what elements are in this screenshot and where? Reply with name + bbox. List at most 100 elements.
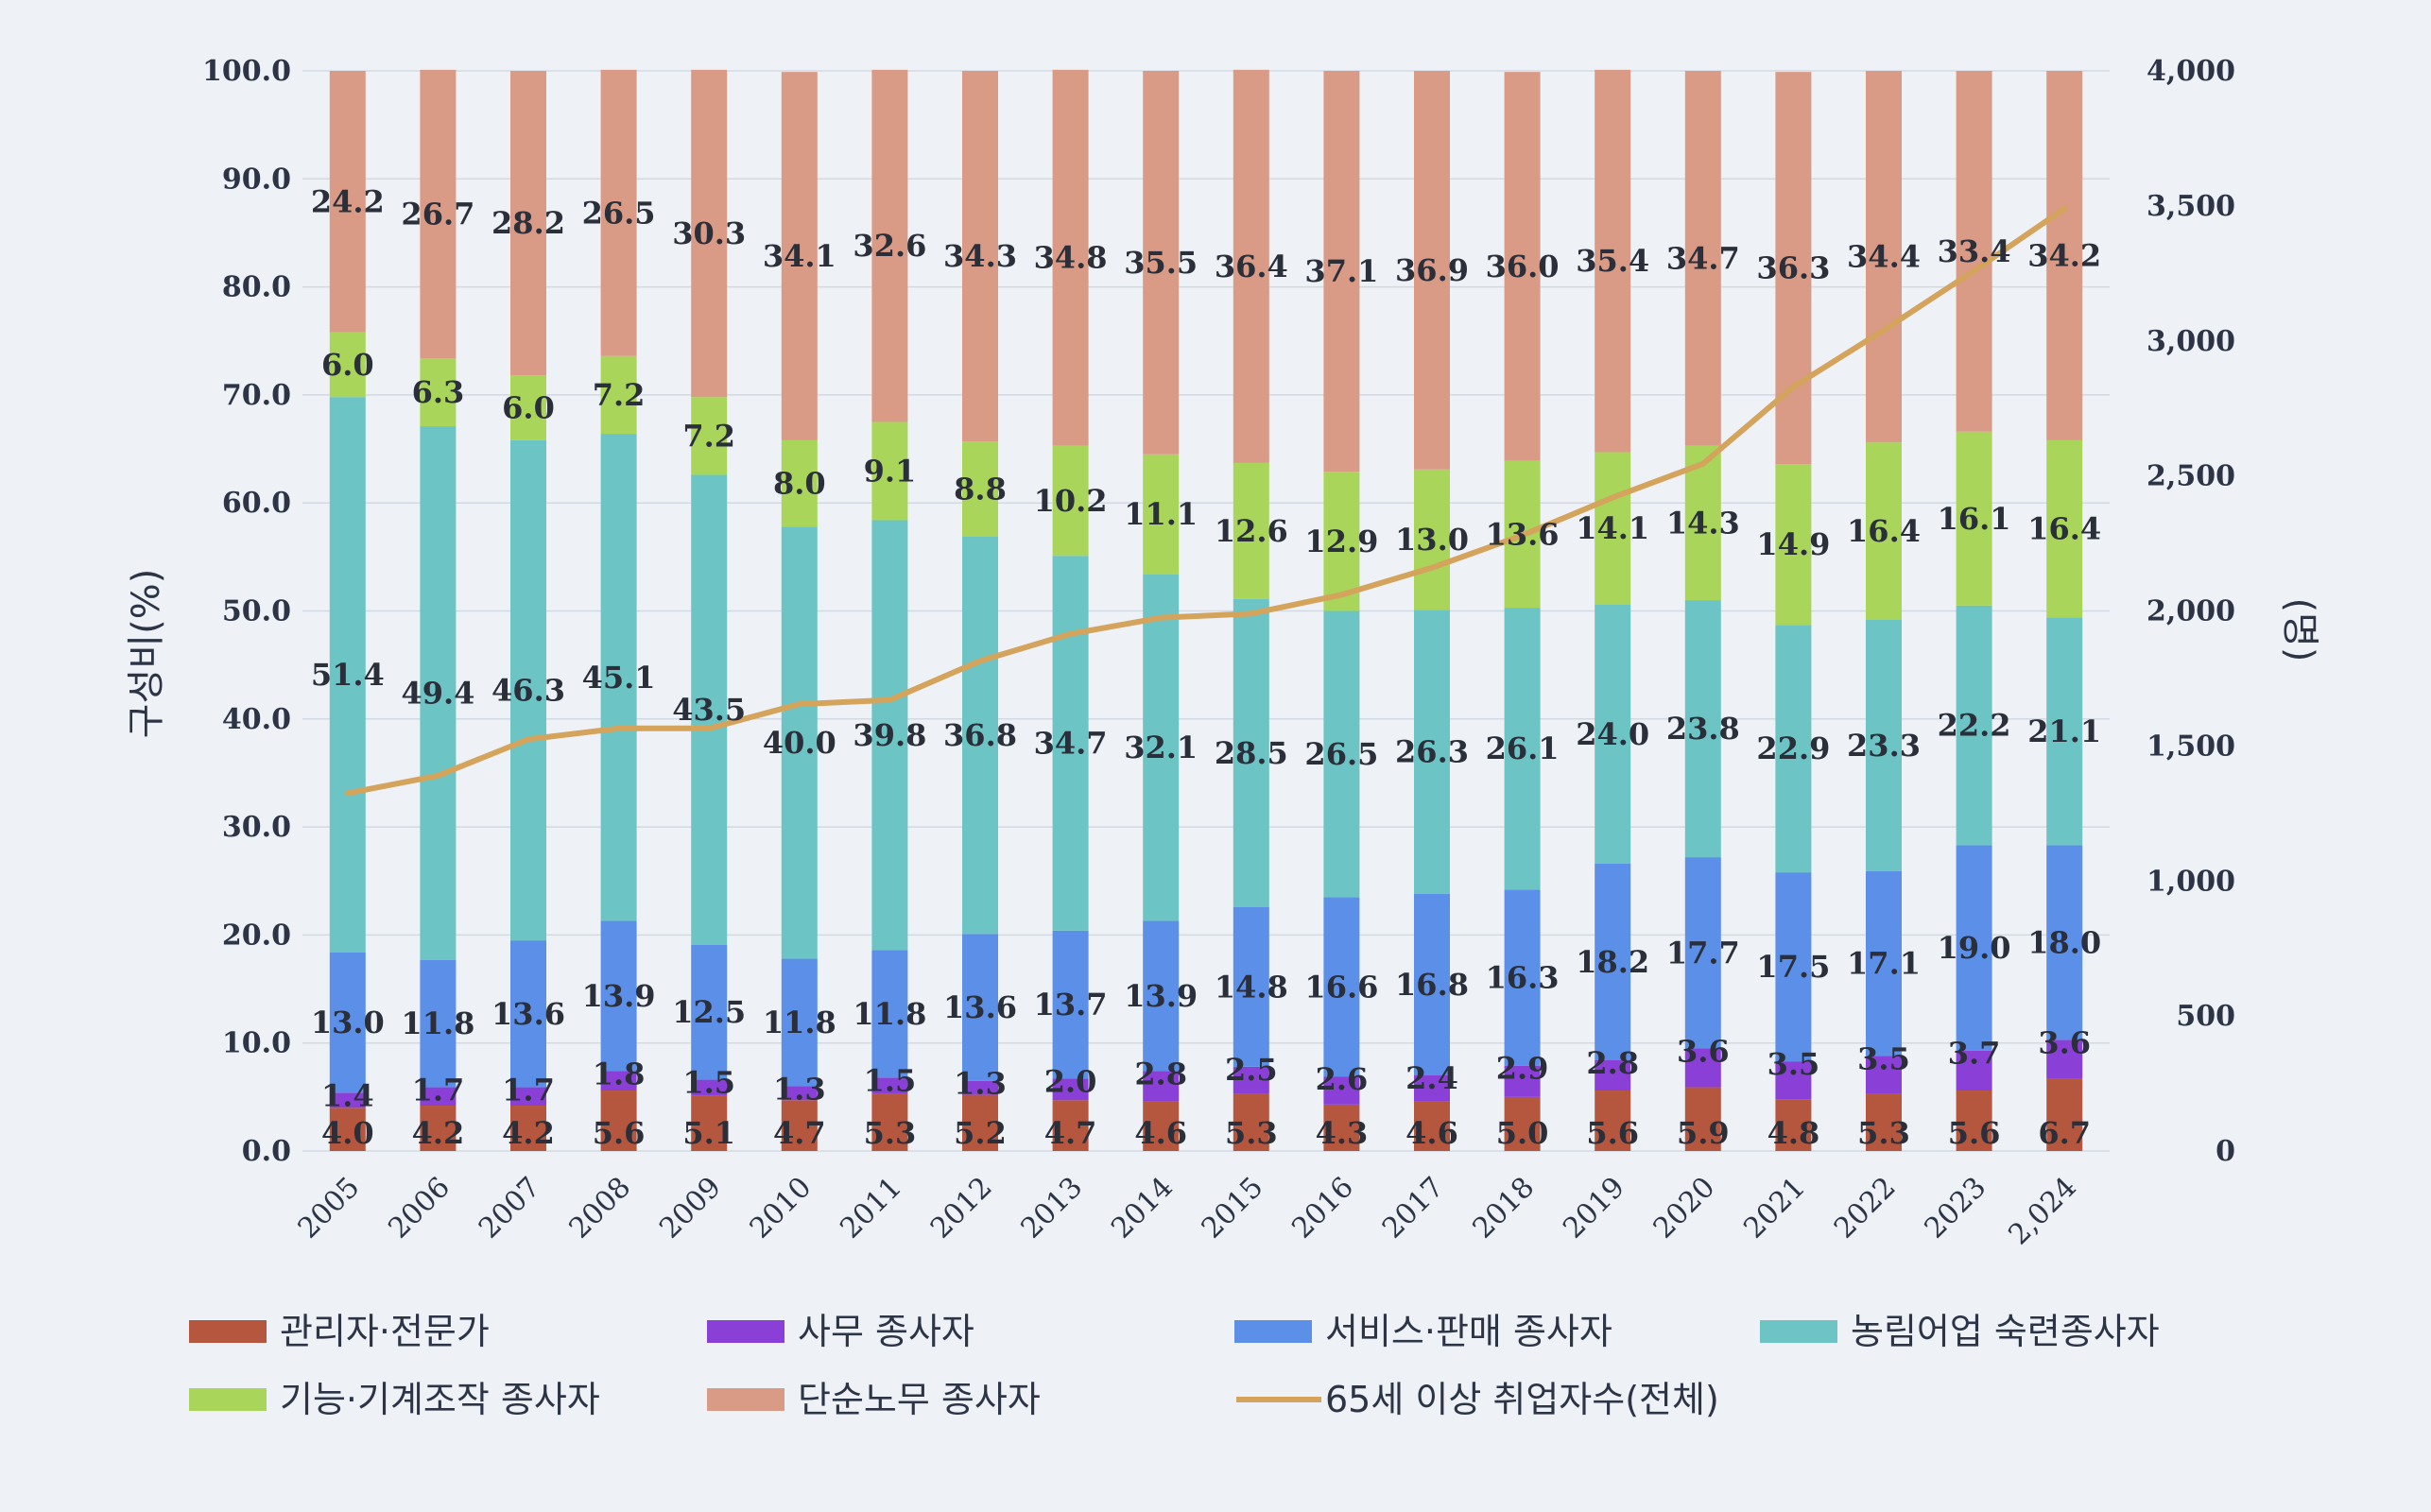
data-label: 34.1 <box>763 238 836 274</box>
data-label: 1.5 <box>864 1062 917 1098</box>
line-series-path <box>344 205 2068 797</box>
bar-segment <box>1233 906 1269 1067</box>
data-label: 12.5 <box>672 994 746 1030</box>
data-label: 1.7 <box>412 1073 465 1108</box>
data-label: 4.3 <box>1316 1115 1369 1151</box>
bar-segment <box>1143 454 1180 575</box>
bar-segment <box>2046 439 2083 618</box>
data-label: 17.5 <box>1756 949 1830 985</box>
data-label: 1.8 <box>593 1056 646 1091</box>
bar-segment <box>1684 445 1721 601</box>
y-tick-label: 50.0 <box>222 595 291 628</box>
data-label: 16.8 <box>1395 967 1469 1003</box>
data-label: 14.8 <box>1215 969 1288 1005</box>
data-label: 28.5 <box>1215 735 1288 771</box>
data-label: 23.8 <box>1666 711 1740 747</box>
bar-segment <box>1775 872 1812 1062</box>
data-label: 4.2 <box>502 1115 555 1151</box>
bar-segment <box>781 526 818 959</box>
bar-segment <box>962 934 998 1081</box>
bar-segment <box>1866 1093 1902 1151</box>
data-label: 2.9 <box>1496 1051 1549 1087</box>
bar-segment <box>962 1080 998 1095</box>
data-label: 2.4 <box>1405 1060 1458 1096</box>
bar-segment <box>1143 920 1180 1072</box>
data-label: 5.3 <box>1225 1115 1278 1151</box>
y2-tick-label: 0 <box>2215 1135 2235 1168</box>
bar-segment <box>1323 472 1360 611</box>
data-label: 3.7 <box>1948 1036 2001 1072</box>
x-tick-label: 2010 <box>744 1171 819 1246</box>
bar-segment <box>1504 72 1541 461</box>
bar-segment <box>329 397 366 953</box>
bar-segment <box>420 69 457 359</box>
data-label: 26.1 <box>1486 730 1560 766</box>
y2-tick-label: 2,000 <box>2147 595 2235 628</box>
data-label: 1.3 <box>954 1066 1007 1102</box>
x-tick-label: 2007 <box>473 1171 547 1246</box>
y2-axis-title: (명) <box>2278 597 2321 662</box>
y2-tick-label: 1,000 <box>2147 865 2235 898</box>
bar-segment <box>420 358 457 427</box>
data-label: 22.2 <box>1938 708 2011 744</box>
bar-segment <box>1414 610 1450 894</box>
data-label: 24.0 <box>1576 716 1649 752</box>
data-label: 1.5 <box>682 1065 735 1101</box>
data-label: 36.4 <box>1215 249 1288 284</box>
bar-segment <box>781 958 818 1087</box>
data-label: 45.1 <box>582 660 656 696</box>
bar-segment <box>1775 625 1812 873</box>
bar-segment <box>1595 604 1631 864</box>
bar-segment <box>2046 1040 2083 1079</box>
data-label: 12.6 <box>1215 513 1288 549</box>
legend-label: 농림어업 숙련종사자 <box>1851 1311 2160 1352</box>
bar-segment <box>1323 1076 1360 1105</box>
data-label: 6.3 <box>412 374 465 410</box>
bar-segment <box>1233 598 1269 907</box>
bar-segment <box>510 1105 546 1151</box>
bar-segment <box>600 69 637 356</box>
legend-label: 기능·기계조작 종사자 <box>280 1379 600 1420</box>
data-label: 35.5 <box>1124 245 1198 281</box>
legend-label: 관리자·전문가 <box>280 1311 490 1352</box>
grid-lines <box>302 70 2110 1152</box>
data-label: 34.2 <box>2027 237 2101 273</box>
y2-tick-label: 3,500 <box>2147 190 2235 223</box>
bar-segment <box>781 439 818 527</box>
data-label: 6.7 <box>2038 1115 2091 1151</box>
bar-segment <box>1504 608 1541 890</box>
bar-segment <box>510 71 546 376</box>
bar-segment <box>1775 1061 1812 1100</box>
x-tick-label: 2019 <box>1557 1171 1631 1246</box>
bar-segment <box>1956 431 1992 606</box>
bar-segment <box>1143 574 1180 921</box>
bar-segment <box>691 397 728 475</box>
bar-segment <box>2046 617 2083 846</box>
data-label: 13.0 <box>1395 522 1469 558</box>
bar-segment <box>600 434 637 921</box>
bar-segment <box>1323 897 1360 1077</box>
bar-segment <box>1504 889 1541 1066</box>
y-tick-label: 80.0 <box>222 271 291 304</box>
data-label: 5.1 <box>682 1115 735 1151</box>
bar-segment <box>1052 69 1089 446</box>
data-label: 13.9 <box>582 978 656 1014</box>
data-label: 26.5 <box>582 195 656 231</box>
data-label: 1.4 <box>321 1077 374 1113</box>
data-label: 43.5 <box>672 692 746 728</box>
y2-tick-label: 4,000 <box>2147 55 2235 88</box>
bar-segment <box>962 71 998 442</box>
data-label: 51.4 <box>311 657 385 693</box>
data-label: 36.9 <box>1395 252 1469 288</box>
data-label: 33.4 <box>1938 233 2011 269</box>
data-label: 26.5 <box>1304 736 1378 772</box>
data-label: 34.7 <box>1034 726 1108 762</box>
bar-segment <box>781 1086 818 1101</box>
y2-tick-label: 2,500 <box>2147 460 2235 493</box>
data-label: 2.8 <box>1134 1056 1187 1091</box>
bar-segment <box>1956 605 1992 846</box>
data-label: 4.8 <box>1767 1115 1820 1151</box>
legend-label: 사무 종사자 <box>798 1311 974 1352</box>
bar-segment <box>1684 71 1721 446</box>
